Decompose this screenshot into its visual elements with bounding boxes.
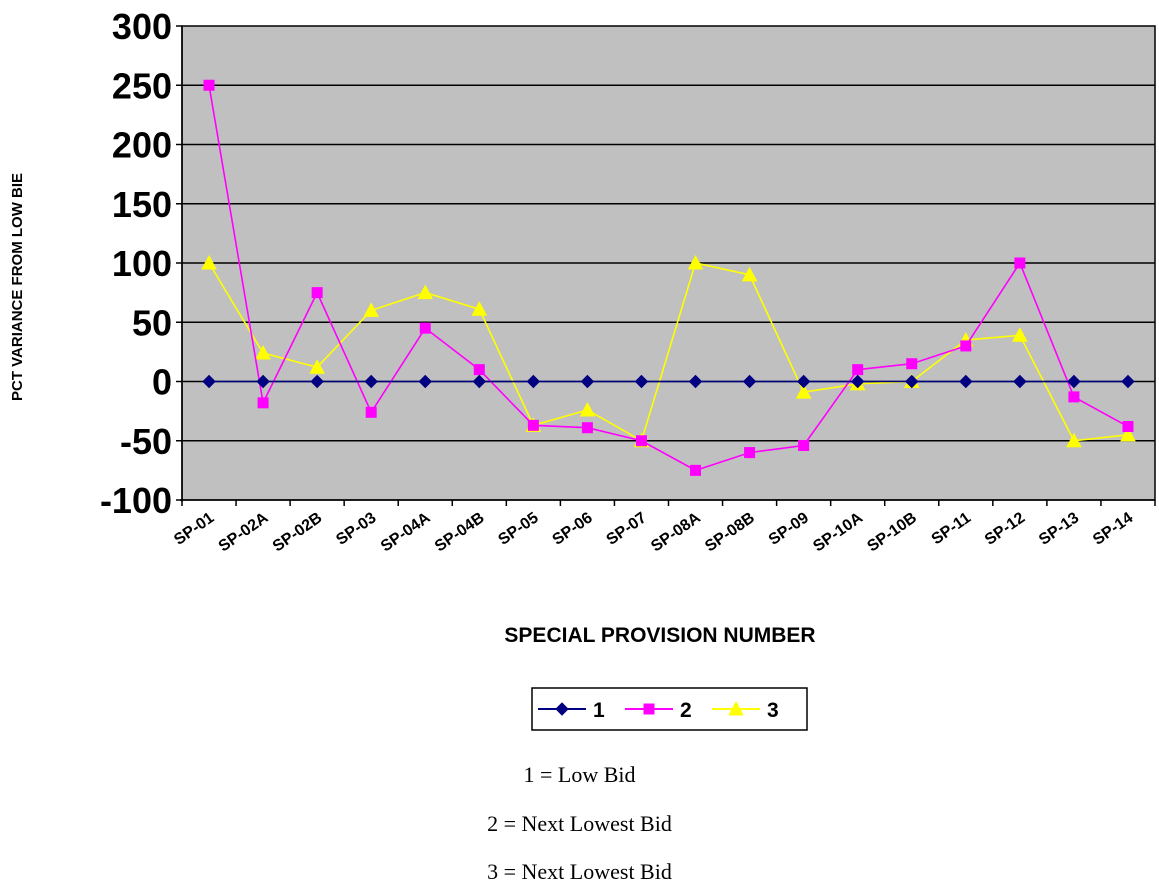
data-point-2 (852, 364, 864, 376)
data-point-2 (635, 435, 647, 447)
note-2: 2 = Next Lowest Bid (487, 811, 672, 836)
x-tick-label: SP-02A (216, 509, 272, 555)
data-point-2 (960, 340, 972, 352)
data-point-3 (363, 302, 380, 317)
x-tick-label: SP-06 (550, 509, 596, 548)
x-tick-label: SP-10A (810, 509, 866, 555)
series-1 (202, 374, 1135, 389)
x-axis-label: SPECIAL PROVISION NUMBER (504, 624, 815, 647)
x-tick-label: SP-01 (171, 509, 217, 548)
data-point-1 (256, 374, 270, 389)
data-point-1 (850, 374, 865, 389)
data-point-1 (1067, 374, 1081, 389)
data-point-1 (1013, 374, 1027, 389)
y-tick-label: -100 (100, 480, 172, 521)
y-tick-label: 100 (112, 243, 172, 284)
data-point-3 (741, 266, 758, 282)
data-point-3 (1012, 327, 1028, 342)
data-point-1 (526, 374, 541, 389)
x-tick-label: SP-08B (702, 509, 758, 555)
y-axis-label: PCT VARIANCE FROM LOW BIE (9, 173, 26, 401)
plot-area (180, 25, 1156, 502)
data-point-2 (1122, 421, 1134, 433)
y-tick-label: 300 (112, 6, 172, 47)
x-tick-label: SP-13 (1036, 509, 1082, 548)
data-point-2 (581, 422, 593, 434)
data-point-2 (311, 287, 323, 299)
data-point-1 (742, 374, 757, 389)
y-tick-label: 0 (152, 362, 172, 403)
series-line-3 (208, 262, 1129, 442)
data-point-1 (472, 374, 487, 389)
data-point-3 (795, 384, 812, 399)
data-point-2 (473, 364, 485, 376)
data-point-2 (906, 358, 918, 370)
x-tick-label: SP-02B (270, 509, 326, 555)
data-point-1 (364, 374, 378, 389)
data-point-3 (471, 301, 488, 316)
data-point-1 (796, 374, 811, 389)
legend-marker-1 (555, 702, 569, 716)
data-point-2 (419, 322, 431, 334)
data-point-2 (690, 464, 702, 476)
x-tick-label: SP-04B (432, 509, 488, 555)
x-tick-label: SP-07 (604, 509, 650, 548)
data-point-2 (1068, 391, 1080, 403)
data-point-1 (634, 374, 649, 389)
x-tick-label: SP-05 (495, 509, 541, 548)
legend-marker-2 (643, 703, 655, 715)
legend-marker-3 (728, 700, 744, 716)
y-tick-label: 150 (112, 184, 172, 225)
data-point-3 (309, 359, 325, 374)
data-point-1 (905, 374, 919, 389)
data-point-1 (310, 374, 324, 389)
legend-label-3: 3 (767, 699, 779, 722)
y-tick-label: 250 (112, 65, 172, 106)
data-point-3 (1066, 432, 1082, 448)
data-point-3 (687, 254, 704, 270)
data-point-1 (959, 374, 973, 389)
data-point-3 (417, 284, 434, 300)
series-2 (203, 79, 1134, 476)
data-point-2 (203, 79, 215, 91)
x-tick-label: SP-10B (864, 509, 920, 555)
legend-label-1: 1 (593, 699, 605, 722)
data-point-1 (202, 374, 216, 389)
data-point-1 (688, 374, 703, 389)
x-tick-label: SP-08A (648, 509, 704, 555)
x-tick-label: SP-14 (1090, 509, 1136, 548)
data-point-3 (255, 345, 271, 360)
series-line-2 (208, 85, 1129, 472)
data-point-2 (365, 406, 377, 418)
x-tick-label: SP-11 (929, 509, 975, 548)
x-tick-label: SP-04A (378, 509, 434, 555)
note-3: 3 = Next Lowest Bid (487, 859, 672, 884)
legend: 1 2 3 (531, 687, 808, 731)
x-tick-label: SP-03 (333, 509, 379, 548)
x-tick-label: SP-12 (982, 509, 1028, 548)
data-point-3 (201, 254, 217, 270)
x-tick-label: SP-09 (766, 509, 812, 548)
data-point-1 (580, 374, 595, 389)
data-point-2 (257, 397, 269, 409)
data-point-2 (798, 439, 810, 451)
note-1: 1 = Low Bid (523, 762, 636, 787)
y-tick-label: 50 (132, 302, 172, 343)
data-point-2 (527, 419, 539, 431)
y-axis-ticks: -100 -50 0 50 100 150 200 250 300 (100, 6, 182, 521)
data-point-3 (579, 401, 596, 417)
y-tick-label: -50 (120, 421, 172, 462)
data-point-2 (1014, 257, 1026, 269)
y-tick-label: 200 (112, 125, 172, 166)
data-point-2 (744, 447, 756, 459)
legend-label-2: 2 (680, 699, 692, 722)
data-point-1 (418, 374, 432, 389)
data-point-1 (1121, 374, 1135, 389)
data-point-3 (1120, 426, 1136, 442)
